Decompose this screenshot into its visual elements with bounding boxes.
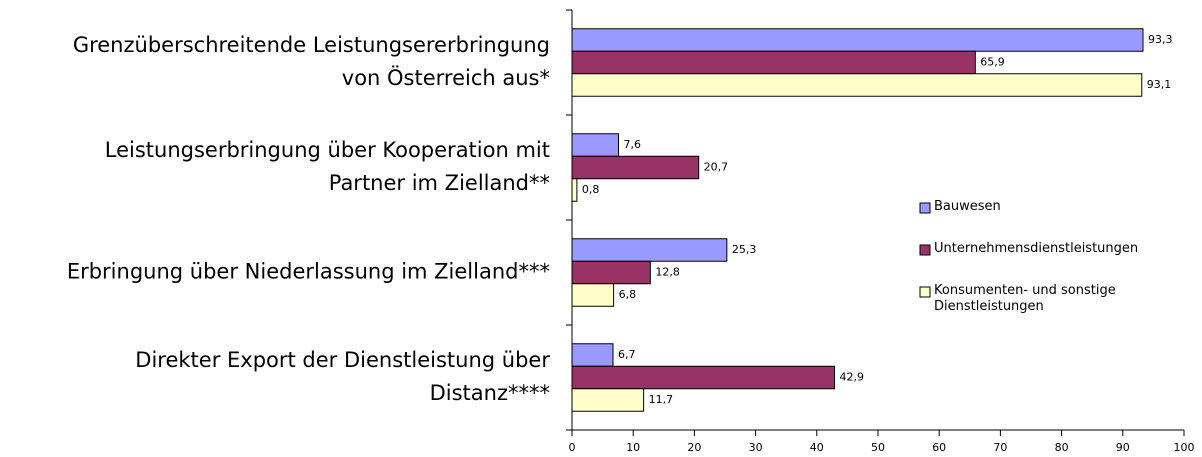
- value-label: 20,7: [704, 161, 729, 174]
- legend-label: Unternehmensdienstleistungen: [934, 241, 1139, 256]
- legend-entry: Bauwesen: [934, 199, 1001, 214]
- bar: [571, 283, 615, 307]
- value-label: 7,6: [624, 138, 642, 151]
- bar: [571, 260, 651, 285]
- x-tick-label: 50: [871, 441, 885, 454]
- legend-swatch: [919, 202, 931, 214]
- x-tick-label: 40: [810, 441, 824, 454]
- x-tick-label: 90: [1116, 441, 1130, 454]
- category-label: von Österreich aus*: [342, 65, 550, 90]
- bar: [571, 155, 700, 180]
- bar: [571, 28, 1144, 52]
- legend-label: Bauwesen: [934, 199, 1001, 214]
- value-label: 42,9: [840, 371, 865, 384]
- bar: [571, 133, 620, 157]
- bar: [571, 178, 578, 202]
- bar: [571, 365, 836, 390]
- x-tick-label: 70: [993, 441, 1007, 454]
- category-label: Leistungserbringung über Kooperation mit: [105, 138, 550, 162]
- legend-entry: Unternehmensdienstleistungen: [934, 241, 1139, 256]
- bar: [571, 343, 614, 367]
- value-label: 25,3: [732, 243, 757, 256]
- x-tick-label: 10: [626, 441, 640, 454]
- value-label: 6,7: [618, 348, 636, 361]
- bar: [571, 238, 728, 262]
- bar: [571, 388, 645, 412]
- value-label: 12,8: [655, 266, 680, 279]
- x-tick-label: 80: [1055, 441, 1069, 454]
- category-label: Direkter Export der Dienstleistung über: [135, 348, 550, 372]
- x-tick-label: 60: [932, 441, 946, 454]
- legend-entry: Konsumenten- und sonstige Dienstleistung…: [934, 283, 1116, 314]
- value-label: 93,3: [1148, 33, 1173, 46]
- value-label: 65,9: [980, 56, 1005, 69]
- category-label: Erbringung über Niederlassung im Ziellan…: [67, 260, 550, 284]
- x-tick-label: 20: [687, 441, 701, 454]
- bar: [571, 73, 1143, 97]
- x-tick-label: 0: [569, 441, 576, 454]
- legend-label: Konsumenten- und sonstige Dienstleistung…: [934, 283, 1116, 314]
- category-label: Partner im Zielland**: [329, 171, 550, 195]
- legend-swatch: [919, 286, 931, 298]
- value-label: 93,1: [1147, 78, 1172, 91]
- value-label: 11,7: [649, 393, 674, 406]
- category-label: Distanz****: [430, 381, 550, 405]
- bar: [571, 50, 976, 75]
- x-tick-label: 30: [749, 441, 763, 454]
- x-tick-label: 100: [1174, 441, 1195, 454]
- value-label: 6,8: [619, 288, 637, 301]
- category-label: Grenzüberschreitende Leistungsererbringu…: [73, 33, 550, 57]
- value-label: 0,8: [582, 183, 600, 196]
- legend-swatch: [919, 244, 931, 256]
